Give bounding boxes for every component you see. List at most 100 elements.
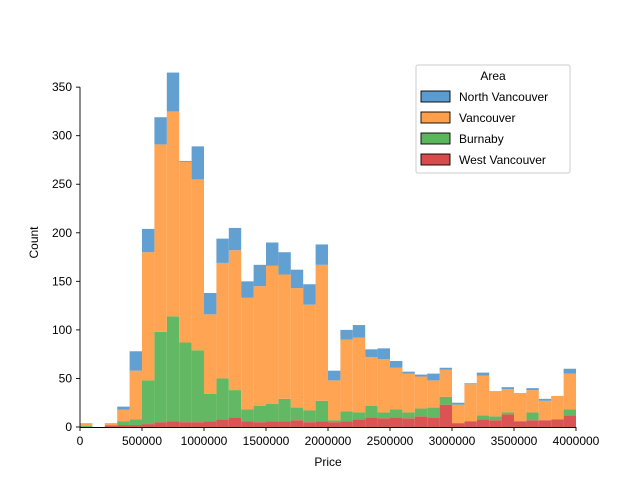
legend-label-burnaby: Burnaby xyxy=(459,132,504,146)
legend-swatch-burnaby xyxy=(420,132,451,145)
bar-burnaby-19 xyxy=(315,400,328,422)
bar-west-vancouver-34 xyxy=(501,414,514,427)
bar-west-vancouver-35 xyxy=(514,421,527,427)
bar-burnaby-11 xyxy=(216,378,229,420)
bar-west-vancouver-36 xyxy=(526,420,539,427)
bar-west-vancouver-38 xyxy=(551,419,564,427)
bar-north-vancouver-7 xyxy=(166,72,180,112)
bar-vancouver-12 xyxy=(228,250,242,391)
bar-burnaby-39 xyxy=(563,409,576,416)
legend-entries: North Vancouver Vancouver Burnaby West Vanc… xyxy=(420,90,548,167)
bar-burnaby-17 xyxy=(290,407,304,421)
bar-north-vancouver-34 xyxy=(501,387,514,390)
x-tick-label: 3500000 xyxy=(491,434,538,448)
bar-north-vancouver-15 xyxy=(266,242,279,266)
bar-west-vancouver-3 xyxy=(117,425,130,427)
bar-burnaby-23 xyxy=(365,405,378,418)
bar-west-vancouver-15 xyxy=(266,421,279,427)
bar-north-vancouver-14 xyxy=(253,264,266,287)
bar-vancouver-2 xyxy=(104,423,118,426)
bar-vancouver-3 xyxy=(117,409,130,422)
legend-label-vancouver: Vancouver xyxy=(459,111,515,125)
bar-west-vancouver-29 xyxy=(439,404,452,427)
bar-west-vancouver-16 xyxy=(278,421,291,427)
y-tick-label: 300 xyxy=(52,129,72,143)
bar-vancouver-39 xyxy=(563,373,576,410)
bar-north-vancouver-31 xyxy=(464,383,477,385)
bars-layer xyxy=(80,72,576,427)
legend-box xyxy=(415,64,571,174)
bar-vancouver-13 xyxy=(241,297,254,410)
bar-north-vancouver-28 xyxy=(427,373,440,381)
bar-vancouver-18 xyxy=(303,304,316,411)
bar-west-vancouver-28 xyxy=(427,417,440,427)
bar-vancouver-27 xyxy=(414,376,428,409)
bar-north-vancouver-19 xyxy=(315,244,328,265)
x-tick-label: 3000000 xyxy=(429,434,476,448)
bar-west-vancouver-32 xyxy=(476,419,490,427)
bar-burnaby-29 xyxy=(439,396,452,405)
bar-west-vancouver-20 xyxy=(328,422,341,427)
x-tick-label: 1000000 xyxy=(181,434,228,448)
bar-north-vancouver-27 xyxy=(414,374,428,377)
bar-north-vancouver-10 xyxy=(204,292,217,315)
bar-vancouver-30 xyxy=(452,404,465,424)
bar-vancouver-15 xyxy=(266,265,279,404)
legend-swatch-north-vancouver xyxy=(420,90,451,103)
bar-vancouver-10 xyxy=(204,314,217,394)
bar-vancouver-33 xyxy=(489,391,502,417)
bar-west-vancouver-26 xyxy=(402,418,415,427)
bar-vancouver-25 xyxy=(390,367,403,410)
bar-west-vancouver-31 xyxy=(464,421,477,427)
bar-burnaby-32 xyxy=(476,415,490,420)
bar-burnaby-3 xyxy=(117,421,130,426)
bar-west-vancouver-11 xyxy=(216,419,229,427)
bar-west-vancouver-18 xyxy=(303,422,316,427)
bar-vancouver-14 xyxy=(253,286,266,406)
bar-burnaby-25 xyxy=(390,409,403,418)
bar-burnaby-26 xyxy=(402,412,415,419)
y-tick-label: 150 xyxy=(52,274,72,288)
x-tick-label: 500000 xyxy=(122,434,162,448)
bar-vancouver-11 xyxy=(216,262,229,379)
bar-burnaby-20 xyxy=(328,420,341,423)
bar-burnaby-4 xyxy=(129,419,142,426)
legend-label-north-vancouver: North Vancouver xyxy=(459,90,548,104)
bar-burnaby-15 xyxy=(266,403,279,422)
bar-west-vancouver-39 xyxy=(563,415,576,427)
bar-burnaby-27 xyxy=(414,408,428,417)
bar-west-vancouver-24 xyxy=(377,418,390,427)
bar-vancouver-4 xyxy=(129,370,142,420)
bar-burnaby-13 xyxy=(241,409,254,422)
bar-north-vancouver-37 xyxy=(538,398,552,401)
bar-vancouver-28 xyxy=(427,380,440,408)
bar-north-vancouver-12 xyxy=(228,227,242,251)
y-tick-label: 350 xyxy=(52,80,72,94)
bar-vancouver-35 xyxy=(514,393,527,422)
bar-vancouver-20 xyxy=(328,380,341,421)
bar-west-vancouver-19 xyxy=(315,421,328,427)
bar-north-vancouver-29 xyxy=(439,367,452,370)
bar-burnaby-0 xyxy=(80,426,93,427)
bar-west-vancouver-12 xyxy=(228,417,242,427)
bar-vancouver-22 xyxy=(352,337,366,413)
bar-west-vancouver-22 xyxy=(352,419,366,427)
bar-vancouver-21 xyxy=(340,339,353,412)
bar-burnaby-34 xyxy=(501,412,514,415)
x-tick-label: 1500000 xyxy=(243,434,290,448)
bar-burnaby-14 xyxy=(253,405,266,423)
bar-burnaby-2 xyxy=(104,425,118,427)
bar-west-vancouver-33 xyxy=(489,420,502,427)
bar-north-vancouver-24 xyxy=(377,348,390,360)
x-ticks: 0 500000 1000000 1500000 2000000 2500000 30000… xyxy=(77,427,600,448)
bar-vancouver-0 xyxy=(80,423,93,427)
legend-title: Area xyxy=(480,69,506,83)
bar-north-vancouver-23 xyxy=(365,349,378,358)
bar-west-vancouver-25 xyxy=(390,417,403,427)
bar-burnaby-36 xyxy=(526,412,539,421)
bar-burnaby-18 xyxy=(303,410,316,423)
bar-west-vancouver-10 xyxy=(204,421,217,427)
bar-vancouver-38 xyxy=(551,395,564,420)
